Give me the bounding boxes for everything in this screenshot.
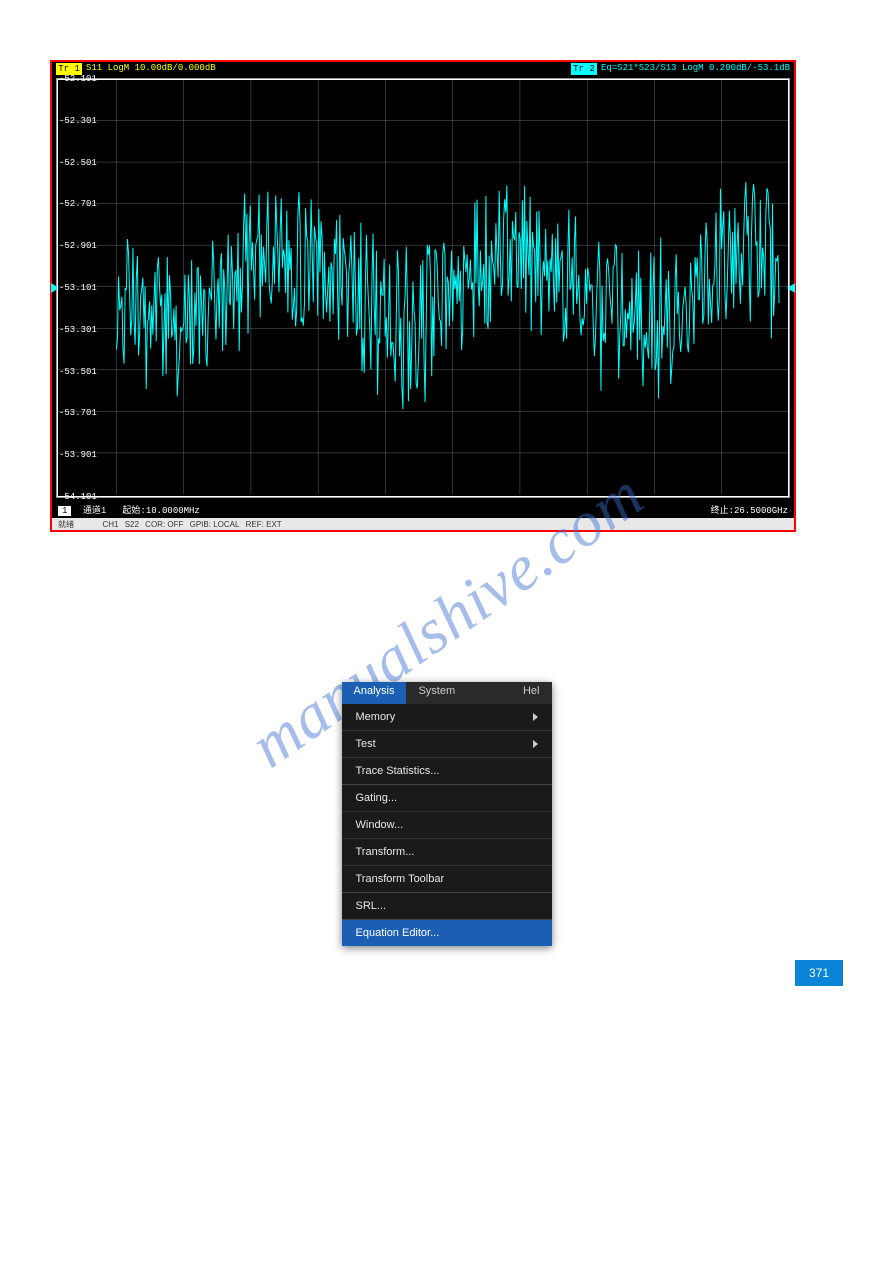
trace2-text: Eq=S21*S23/S13 LogM 0.200dB/-53.1dB — [601, 63, 790, 76]
menu-item-equation-editor[interactable]: Equation Editor... — [342, 919, 552, 946]
submenu-arrow-icon — [533, 740, 538, 748]
start-freq: 起始:10.0000MHz — [122, 506, 199, 516]
marker-right-icon — [787, 283, 795, 293]
menubar-system[interactable]: System — [406, 682, 467, 704]
menu-item-srl[interactable]: SRL... — [342, 892, 552, 919]
menu-item-test[interactable]: Test — [342, 730, 552, 757]
menu-item-gating[interactable]: Gating... — [342, 784, 552, 811]
menubar-analysis[interactable]: Analysis — [342, 682, 407, 704]
trace1-text: S11 LogM 10.00dB/0.000dB — [86, 63, 216, 76]
menubar-help[interactable]: Hel — [511, 682, 552, 704]
status-bar: 就绪 CH1 S22 COR: OFF GPIB: LOCAL REF: EXT — [52, 518, 794, 530]
menu-item-trace-statistics[interactable]: Trace Statistics... — [342, 757, 552, 784]
menu-item-transform-toolbar[interactable]: Transform Toolbar — [342, 865, 552, 892]
trace-waveform — [57, 79, 789, 497]
marker-left-icon — [51, 283, 59, 293]
menu-item-memory[interactable]: Memory — [342, 704, 552, 730]
menu-bar: Analysis System Hel — [342, 682, 552, 704]
chart-footer: 1 通道1 起始:10.0000MHz 终止:26.5000GHz — [52, 500, 794, 518]
chart-plot-area: -52.101 -52.301 -52.501 -52.701 -52.901 … — [56, 78, 790, 498]
channel-badge: 1 — [58, 506, 71, 516]
page-number: 371 — [795, 960, 843, 986]
submenu-arrow-icon — [533, 713, 538, 721]
trace2-badge: Tr 2 — [571, 63, 597, 75]
chart-header: Tr 1 S11 LogM 10.00dB/0.000dB Tr 2 Eq=S2… — [52, 62, 794, 76]
stop-freq: 终止:26.5000GHz — [711, 503, 788, 516]
channel-label: 通道1 — [83, 506, 106, 516]
analysis-menu: Analysis System Hel MemoryTestTrace Stat… — [342, 682, 552, 946]
menu-item-transform[interactable]: Transform... — [342, 838, 552, 865]
menu-body: MemoryTestTrace Statistics...Gating...Wi… — [342, 704, 552, 946]
menu-item-window[interactable]: Window... — [342, 811, 552, 838]
vna-chart: Tr 1 S11 LogM 10.00dB/0.000dB Tr 2 Eq=S2… — [50, 60, 796, 532]
